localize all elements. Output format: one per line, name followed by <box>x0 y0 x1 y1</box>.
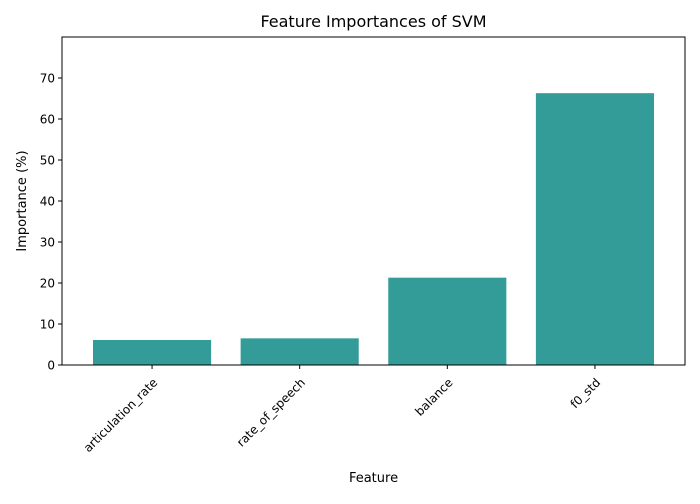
y-tick-label: 50 <box>40 154 55 168</box>
chart-title: Feature Importances of SVM <box>260 12 486 31</box>
y-tick-label: 70 <box>40 72 55 86</box>
y-tick-label: 20 <box>40 277 55 291</box>
bars-layer <box>93 93 654 366</box>
x-tick-label: rate_of_speech <box>234 375 308 449</box>
y-tick-label: 40 <box>40 195 55 209</box>
y-tick-label: 0 <box>47 359 55 373</box>
y-tick-label: 10 <box>40 318 55 332</box>
x-tick-label: articulation_rate <box>81 375 161 455</box>
bar-f0_std <box>535 93 654 366</box>
y-axis-label: Importance (%) <box>15 150 30 251</box>
x-tick-label: f0_std <box>568 375 604 411</box>
bar-rate_of_speech <box>240 338 359 365</box>
y-tick-label: 30 <box>40 236 55 250</box>
x-tick-label: balance <box>412 375 455 418</box>
x-axis: articulation_rate rate_of_speech balance f0… <box>81 365 603 455</box>
bar-articulation_rate <box>93 339 212 365</box>
y-axis: 0 10 20 30 40 50 60 70 <box>40 72 62 373</box>
y-tick-label: 60 <box>40 113 55 127</box>
x-axis-label: Feature <box>349 471 398 486</box>
bar-balance <box>388 277 507 365</box>
